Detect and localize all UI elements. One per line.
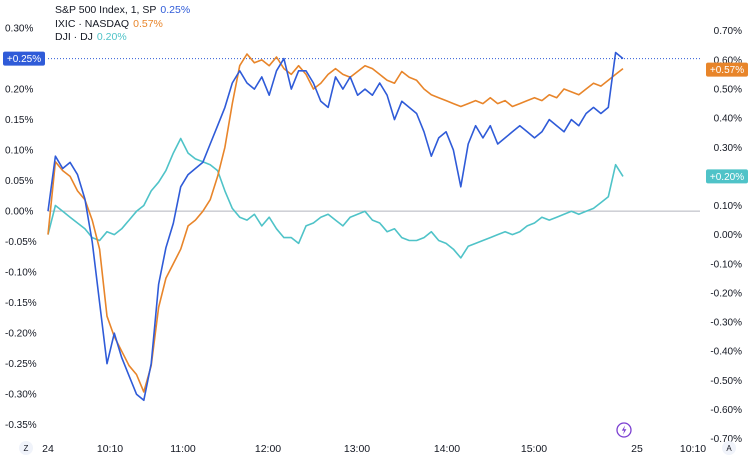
right-tick-label: -0.70% [710,434,742,445]
x-tick-label: 13:00 [344,443,370,455]
right-tick-label: 0.50% [714,84,742,95]
left-value-badge-bg [3,51,45,66]
legend-item-spx[interactable]: S&P 500 Index, 1, SP 0.25% [55,4,190,18]
timezone-label: Z [24,444,29,453]
legend-value-dji: 0.20% [96,31,127,43]
right-top-value-badge-bg [706,62,748,77]
left-tick-label: -0.15% [5,298,37,309]
left-value-badge-text: +0.25% [7,54,41,65]
x-tick-label: 11:00 [170,443,196,455]
x-tick-label: 24 [42,443,54,455]
right-tick-label: 0.30% [714,143,742,154]
series-line-dji [47,137,624,259]
left-tick-label: -0.10% [5,268,37,279]
left-value-badge: +0.25% [3,51,45,66]
right-y-axis: 0.70%0.60%0.50%0.40%0.30%0.20%0.10%0.00%… [710,26,742,445]
left-tick-label: 0.20% [5,85,33,96]
left-y-axis: 0.30%0.25%0.20%0.15%0.10%0.05%0.00%-0.05… [5,24,37,432]
legend-label-dji: DJI · DJ [55,31,93,43]
x-tick-label: 10:10 [97,443,123,455]
x-tick-label: 14:00 [434,443,460,455]
right-bottom-value-badge: +0.20% [706,169,748,184]
right-tick-label: -0.60% [710,405,742,416]
series-line-ixic [47,53,624,393]
legend-item-ixic[interactable]: IXIC · NASDAQ 0.57% [55,18,190,32]
left-tick-label: -0.30% [5,390,37,401]
x-tick-label: 15:00 [521,443,547,455]
right-top-value-badge-text: +0.57% [710,65,744,76]
left-tick-label: -0.35% [5,420,37,431]
right-tick-label: -0.30% [710,318,742,329]
lightning-button[interactable] [616,422,632,438]
left-tick-label: 0.00% [5,207,33,218]
legend-item-dji[interactable]: DJI · DJ 0.20% [55,31,190,45]
right-tick-label: 0.60% [714,55,742,66]
right-tick-label: 0.40% [714,114,742,125]
lightning-icon [621,425,627,435]
legend-label-spx: S&P 500 Index, 1, SP [55,4,157,16]
auto-scale-label: A [726,444,732,453]
right-tick-label: -0.40% [710,347,742,358]
legend-label-ixic: IXIC · NASDAQ [55,17,130,30]
right-tick-label: 0.10% [714,201,742,212]
left-tick-label: -0.20% [5,329,37,340]
auto-scale-button[interactable]: A [722,441,736,455]
legend: S&P 500 Index, 1, SP 0.25% IXIC · NASDAQ 0… [55,4,190,45]
left-tick-label: 0.15% [5,115,33,126]
right-tick-label: -0.10% [710,259,742,270]
x-tick-label: 25 [631,443,643,455]
left-tick-label: -0.25% [5,359,37,370]
legend-value-ixic: 0.57% [133,17,163,30]
series-layer [47,51,624,402]
x-axis: 24 10:10 11:00 12:00 13:00 14:00 15:00 25 10:10 [42,443,706,455]
left-tick-label: -0.05% [5,237,37,248]
series-line-spx [47,51,624,402]
right-tick-label: 0.00% [714,230,742,241]
left-tick-label: 0.10% [5,146,33,157]
right-tick-label: 0.70% [714,26,742,37]
left-tick-label: 0.30% [5,24,33,35]
x-tick-label: 10:10 [680,443,706,455]
right-bottom-value-badge-bg [706,169,748,184]
timezone-button[interactable]: Z [19,441,33,455]
left-tick-label: 0.05% [5,176,33,187]
legend-value-spx: 0.25% [160,4,191,16]
right-top-value-badge: +0.57% [706,62,748,77]
right-tick-label: -0.20% [710,288,742,299]
right-tick-label: -0.50% [710,376,742,387]
right-bottom-value-badge-text: +0.20% [710,172,744,183]
x-tick-label: 12:00 [255,443,281,455]
